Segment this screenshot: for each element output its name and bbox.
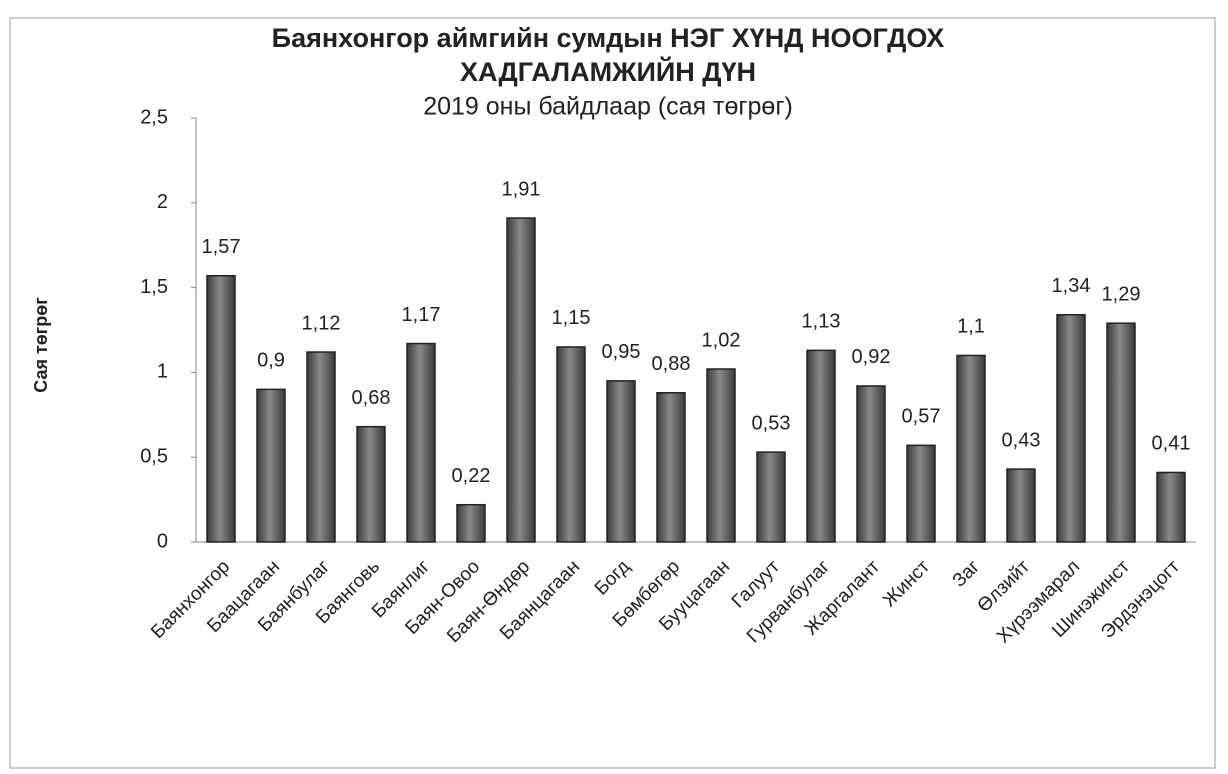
data-label: 0,43 — [1002, 429, 1041, 451]
chart-title: ХАДГАЛАМЖИЙН ДҮН — [460, 56, 756, 87]
y-tick-label: 0,5 — [140, 445, 168, 467]
bar — [356, 425, 386, 543]
bar — [306, 351, 336, 543]
bar — [956, 354, 986, 543]
bar — [906, 444, 936, 543]
data-label: 0,9 — [257, 350, 285, 372]
data-label: 1,17 — [402, 304, 441, 326]
data-label: 0,95 — [602, 341, 641, 363]
data-label: 0,22 — [452, 465, 491, 487]
data-label: 1,29 — [1102, 283, 1141, 305]
data-label: 0,88 — [652, 353, 691, 375]
bar — [506, 217, 536, 543]
bar — [706, 368, 736, 543]
data-label: 1,91 — [502, 178, 541, 200]
data-label: 1,15 — [552, 307, 591, 329]
x-tick-label: Заг — [949, 556, 984, 591]
data-label: 1,13 — [802, 311, 841, 333]
y-tick-label: 2,5 — [140, 106, 168, 128]
chart-subtitle: 2019 оны байдлаар (сая төгрөг) — [423, 93, 793, 121]
frame — [9, 17, 1216, 769]
y-axis-label: Сая төгрөг — [31, 297, 51, 393]
data-label: 1,57 — [202, 236, 241, 258]
data-label: 0,92 — [852, 346, 891, 368]
data-label: 0,53 — [752, 412, 791, 434]
y-tick-label: 1 — [157, 361, 168, 383]
data-label: 1,02 — [702, 329, 741, 351]
y-tick-label: 2 — [157, 191, 168, 213]
bar — [456, 503, 486, 543]
bar — [256, 388, 286, 543]
x-tick-label: Жинст — [879, 556, 934, 611]
bar — [406, 342, 436, 543]
data-label: 1,12 — [302, 312, 341, 334]
bar — [756, 451, 786, 543]
x-tick-label: Богд — [591, 556, 634, 599]
data-label: 0,68 — [352, 387, 391, 409]
bar — [1106, 322, 1136, 543]
data-label: 1,34 — [1052, 275, 1091, 297]
bar — [1006, 468, 1036, 543]
bar — [206, 274, 236, 543]
data-label: 1,1 — [957, 316, 985, 338]
bar — [1056, 313, 1086, 543]
bar — [1156, 471, 1186, 543]
bar — [856, 385, 886, 543]
y-tick-label: 0 — [157, 530, 168, 552]
data-label: 0,41 — [1152, 433, 1191, 455]
data-label: 0,57 — [902, 406, 941, 428]
y-tick-label: 1,5 — [140, 276, 168, 298]
chart-title: Баянхонгор аймгийн сумдын НЭГ ХҮНД НООГД… — [272, 23, 945, 53]
bar — [606, 380, 636, 543]
bar — [656, 392, 686, 543]
bar — [806, 349, 836, 543]
bar — [556, 346, 586, 543]
